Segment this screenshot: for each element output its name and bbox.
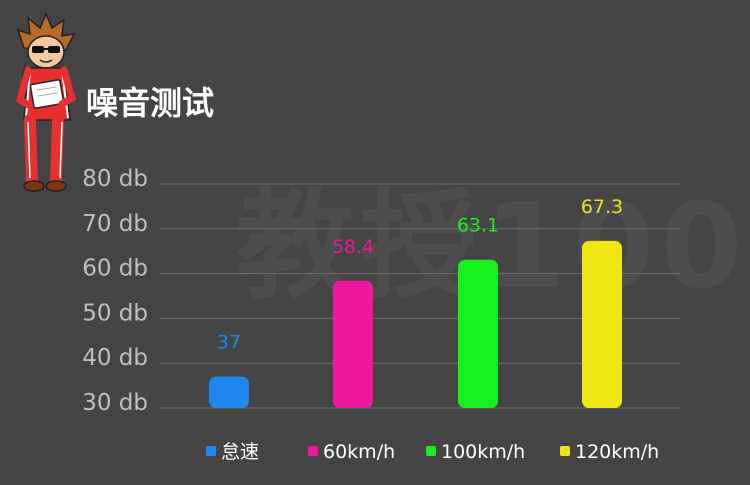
legend-label: 怠速 [221,441,259,463]
bar [582,240,622,408]
bar-value-label: 37 [217,332,241,354]
bar [458,259,498,408]
legend-label: 100km/h [441,441,525,463]
legend-swatch [206,446,216,456]
y-tick-label: 50 db [82,300,148,326]
bar-value-label: 58.4 [332,236,374,258]
bar [333,280,373,408]
legend-label: 60km/h [323,441,395,463]
y-tick-label: 40 db [82,345,148,371]
chart-title: 噪音测试 [86,84,215,122]
y-tick-label: 70 db [82,211,148,237]
mascot-illustration [15,12,77,192]
y-tick-label: 60 db [82,256,148,282]
legend-swatch [560,446,570,456]
legend-label: 120km/h [575,441,659,463]
y-tick-label: 30 db [82,390,148,416]
bar [209,376,249,408]
bar-value-label: 67.3 [581,196,623,218]
legend-swatch [426,446,436,456]
legend-swatch [308,446,318,456]
bar-value-label: 63.1 [457,215,499,237]
y-tick-label: 80 db [82,166,148,192]
